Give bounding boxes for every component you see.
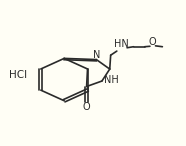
Text: O: O [148,37,156,47]
Text: HCl: HCl [9,70,27,80]
Text: HN: HN [114,39,129,49]
Text: N: N [93,50,100,60]
Text: O: O [83,102,90,112]
Text: NH: NH [104,75,119,85]
